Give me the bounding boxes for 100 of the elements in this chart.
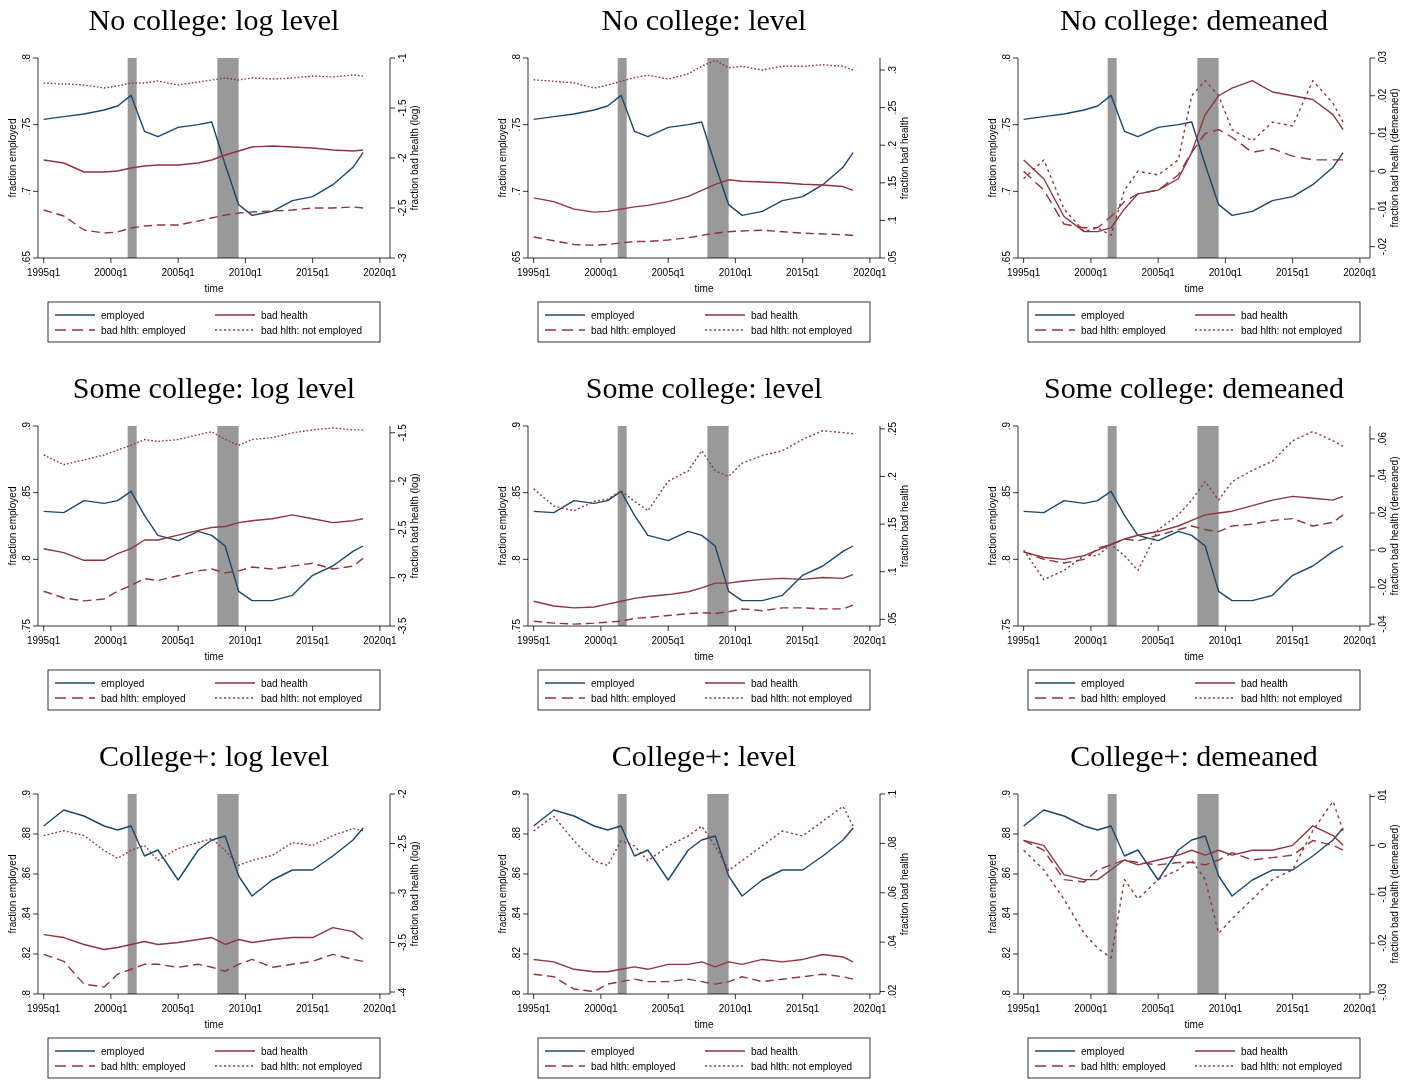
y2-tick-label: -.01 — [1377, 885, 1388, 903]
x-tick-label: 2000q1 — [94, 1003, 128, 1014]
legend-label: bad hlth: employed — [591, 325, 676, 336]
y-axis-title: fraction employed — [497, 118, 508, 198]
y2-tick-label: -1.5 — [397, 423, 408, 442]
x-tick-label: 2010q1 — [718, 267, 753, 278]
x-tick-label: 2020q1 — [853, 1003, 888, 1014]
y-tick-label: .8 — [1001, 53, 1012, 63]
chart-title: College+: level — [611, 739, 797, 772]
y2-tick-label: -.04 — [1377, 615, 1388, 633]
x-tick-label: 2005q1 — [161, 635, 196, 646]
x-tick-label: 2015q1 — [295, 635, 330, 646]
x-tick-label: 2020q1 — [363, 635, 398, 646]
y-tick-label: .7 — [1001, 186, 1012, 196]
x-tick-label: 2000q1 — [1074, 267, 1108, 278]
x-tick-label: 2010q1 — [718, 1003, 753, 1014]
y-tick-label: .82 — [1001, 946, 1012, 961]
y-tick-label: .7 — [21, 186, 32, 196]
y2-axis-title: fraction bad health (demeaned) — [1389, 824, 1400, 964]
legend-label: employed — [591, 310, 635, 321]
y2-tick-label: -2 — [397, 789, 408, 799]
x-axis-title: time — [694, 1019, 714, 1030]
x-tick-label: 2015q1 — [785, 1003, 820, 1014]
y2-tick-label: -3 — [397, 572, 408, 583]
x-tick-label: 2020q1 — [1343, 267, 1378, 278]
x-tick-label: 2000q1 — [94, 635, 128, 646]
x-axis-title: time — [204, 1019, 224, 1030]
y2-tick-label: -1 — [397, 53, 408, 63]
x-tick-label: 2000q1 — [584, 1003, 618, 1014]
y-tick-label: .84 — [21, 906, 32, 921]
y-tick-label: .7 — [511, 186, 522, 196]
y2-tick-label: .02 — [887, 984, 898, 999]
y-tick-label: .9 — [21, 421, 32, 431]
y2-tick-label: -.03 — [1377, 982, 1388, 1001]
x-tick-label: 2005q1 — [651, 267, 686, 278]
chart-title: No college: demeaned — [1059, 3, 1329, 36]
y2-tick-label: .04 — [887, 934, 898, 950]
y-tick-label: .8 — [1001, 554, 1012, 564]
x-tick-label: 2020q1 — [363, 1003, 398, 1014]
y-tick-label: .86 — [1001, 866, 1012, 881]
y2-axis-title: fraction bad health — [899, 116, 910, 200]
legend-label: bad health — [261, 1046, 308, 1057]
y-axis-title: fraction employed — [987, 854, 998, 934]
chart-title: No college: log level — [88, 3, 340, 36]
y2-tick-label: .02 — [1377, 505, 1388, 520]
y-tick-label: .75 — [21, 618, 32, 633]
x-tick-label: 2005q1 — [1141, 635, 1176, 646]
legend-label: bad health — [751, 678, 798, 689]
x-tick-label: 2005q1 — [651, 635, 686, 646]
chart-title: Some college: level — [585, 371, 823, 404]
y-tick-label: .8 — [511, 989, 522, 999]
y2-tick-label: -2.5 — [397, 198, 408, 217]
y2-tick-label: -.02 — [1377, 578, 1388, 596]
x-tick-label: 1995q1 — [516, 635, 551, 646]
y-axis-title: fraction employed — [7, 486, 18, 566]
x-tick-label: 1995q1 — [26, 1003, 61, 1014]
y-tick-label: .75 — [1001, 618, 1012, 633]
legend-label: employed — [101, 310, 145, 321]
y-tick-label: .9 — [1001, 789, 1012, 799]
legend-label: bad hlth: employed — [101, 693, 186, 704]
y-tick-label: .9 — [1001, 421, 1012, 431]
y-axis-title: fraction employed — [7, 854, 18, 934]
y2-tick-label: .08 — [887, 836, 898, 851]
y2-tick-label: -2.5 — [397, 520, 408, 538]
y2-axis-title: fraction bad health (log) — [409, 473, 420, 579]
legend-label: bad hlth: employed — [1081, 693, 1166, 704]
x-tick-label: 2015q1 — [295, 1003, 330, 1014]
y2-tick-label: -2 — [397, 153, 408, 163]
y-tick-label: .8 — [1001, 989, 1012, 999]
chart-title: College+: log level — [98, 739, 330, 772]
legend-label: employed — [591, 1046, 635, 1057]
x-tick-label: 2000q1 — [1074, 635, 1108, 646]
legend-label: bad health — [751, 1046, 798, 1057]
legend-label: bad hlth: not employed — [261, 1061, 363, 1072]
x-tick-label: 1995q1 — [26, 635, 61, 646]
x-tick-label: 2005q1 — [161, 1003, 196, 1014]
y-axis-title: fraction employed — [497, 854, 508, 934]
y2-tick-label: .03 — [1377, 50, 1388, 65]
y2-tick-label: .1 — [887, 789, 898, 799]
y-tick-label: .84 — [1001, 906, 1012, 921]
x-axis-title: time — [694, 283, 714, 294]
x-tick-label: 2000q1 — [584, 267, 618, 278]
legend-label: bad health — [261, 678, 308, 689]
x-tick-label: 2020q1 — [853, 635, 888, 646]
x-tick-label: 2010q1 — [228, 1003, 263, 1014]
x-tick-label: 2005q1 — [651, 1003, 686, 1014]
x-tick-label: 1995q1 — [1006, 635, 1041, 646]
y2-axis-title: fraction bad health — [899, 852, 910, 936]
y2-tick-label: .01 — [1377, 126, 1388, 141]
y-tick-label: .88 — [511, 826, 522, 841]
legend-label: bad hlth: employed — [591, 1061, 676, 1072]
x-axis-title: time — [694, 651, 714, 662]
y2-tick-label: .01 — [1377, 789, 1388, 804]
y-tick-label: .85 — [511, 485, 522, 500]
y2-axis-title: fraction bad health (demeaned) — [1389, 88, 1400, 228]
y2-tick-label: -.02 — [1377, 934, 1388, 952]
y-tick-label: .75 — [1001, 117, 1012, 132]
y2-tick-label: .2 — [887, 140, 898, 150]
x-tick-label: 1995q1 — [1006, 1003, 1041, 1014]
y-tick-label: .75 — [21, 117, 32, 132]
